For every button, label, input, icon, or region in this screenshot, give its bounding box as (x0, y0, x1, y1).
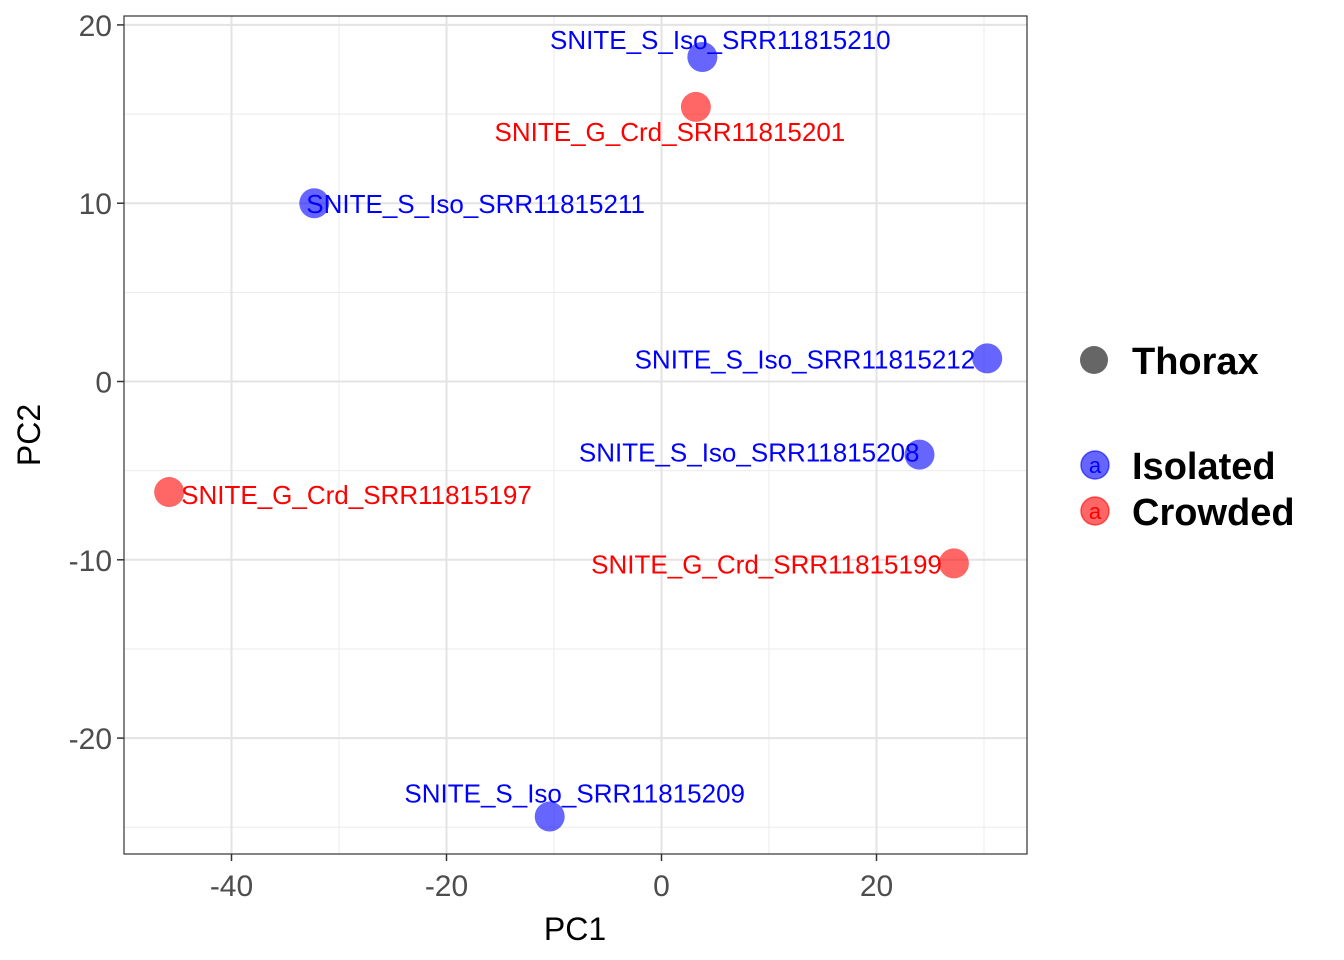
point-label: SNITE_S_Iso_SRR11815210 (550, 25, 891, 55)
point-label: SNITE_G_Crd_SRR11815201 (495, 117, 846, 147)
data-point (534, 801, 565, 832)
point-label: SNITE_G_Crd_SRR11815199 (591, 549, 942, 579)
data-point (904, 439, 935, 470)
grid-lines (123, 16, 1027, 854)
legend-key-glyph: a (1089, 499, 1102, 524)
y-axis-title: PC2 (11, 404, 47, 466)
y-tick-label: 0 (95, 367, 112, 400)
legend-color-key (1080, 450, 1110, 480)
panel-border (123, 15, 1028, 855)
x-tick-label: -20 (425, 870, 468, 903)
legend-shape-key (1080, 346, 1108, 374)
data-point (680, 91, 711, 122)
legend: Thorax a Isolated a Crowded (1080, 341, 1295, 534)
legend-label-thorax: Thorax (1132, 341, 1259, 383)
x-tick-label: 20 (860, 870, 893, 903)
y-tick-label: -20 (69, 723, 112, 756)
y-tick-label: 20 (79, 10, 112, 43)
data-point (972, 343, 1003, 374)
x-axis-title: PC1 (544, 911, 606, 947)
legend-color-key (1080, 496, 1110, 526)
data-point (299, 188, 330, 219)
point-label: SNITE_G_Crd_SRR11815197 (181, 480, 532, 510)
y-tick-label: -10 (69, 545, 112, 578)
x-tick-label: -40 (210, 870, 253, 903)
y-tick-label: 10 (79, 188, 112, 221)
legend-label-crowded: Crowded (1132, 492, 1295, 534)
point-label: SNITE_S_Iso_SRR11815208 (579, 438, 920, 468)
point-label: SNITE_S_Iso_SRR11815212 (635, 344, 976, 374)
point-label: SNITE_S_Iso_SRR11815211 (306, 189, 645, 219)
data-point (687, 42, 718, 73)
legend-label-isolated: Isolated (1132, 446, 1276, 488)
legend-key-glyph: a (1089, 453, 1102, 478)
axis-ticks: -40 -20 0 20 -20 -10 0 10 20 (69, 10, 894, 903)
data-point (938, 548, 969, 579)
data-points (154, 42, 1003, 832)
point-labels: SNITE_S_Iso_SRR11815210 SNITE_S_Iso_SRR11… (181, 25, 975, 809)
point-label: SNITE_S_Iso_SRR11815209 (404, 779, 745, 809)
data-point (154, 477, 185, 508)
x-tick-label: 0 (653, 870, 670, 903)
